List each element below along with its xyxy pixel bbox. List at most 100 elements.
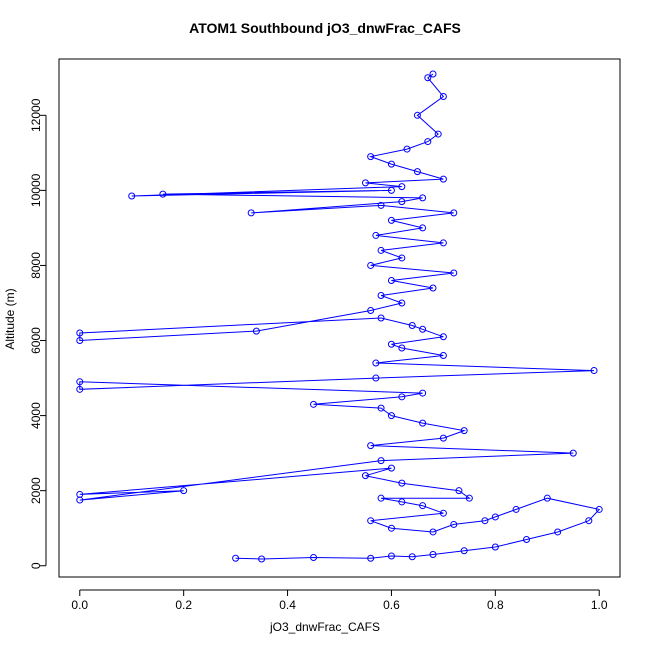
- data-point: [232, 554, 240, 562]
- data-point: [481, 517, 489, 525]
- data-point: [247, 209, 255, 217]
- data-point: [180, 487, 188, 495]
- data-point: [408, 322, 416, 330]
- data-point: [372, 231, 380, 239]
- data-point: [367, 306, 375, 314]
- data-point: [419, 224, 427, 232]
- y-tick-label: 6000: [29, 327, 43, 354]
- data-point: [460, 427, 468, 435]
- data-point: [429, 284, 437, 292]
- data-point: [450, 209, 458, 217]
- data-point: [361, 472, 369, 480]
- x-tick-label: 1.0: [591, 598, 608, 612]
- data-point: [76, 496, 84, 504]
- data-point: [377, 201, 385, 209]
- data-point: [367, 153, 375, 161]
- data-point: [523, 535, 530, 543]
- data-point: [159, 190, 167, 198]
- data-point: [310, 553, 318, 561]
- data-point: [387, 216, 395, 224]
- data-point: [429, 528, 437, 536]
- data-point: [372, 359, 380, 367]
- series-line: [79, 73, 601, 560]
- x-axis-label: jO3_dnwFrac_CAFS: [269, 620, 381, 634]
- data-point: [455, 487, 463, 495]
- data-point: [398, 393, 406, 401]
- data-point: [424, 74, 432, 82]
- data-point: [419, 502, 427, 510]
- data-point: [377, 404, 385, 412]
- data-point: [258, 555, 266, 563]
- data-point: [377, 291, 385, 299]
- data-point: [413, 111, 421, 119]
- data-point: [387, 464, 395, 472]
- data-point: [76, 329, 84, 337]
- data-point: [398, 183, 406, 191]
- chart-title: ATOM1 Southbound jO3_dnwFrac_CAFS: [189, 20, 461, 36]
- data-point: [387, 160, 395, 168]
- data-point: [367, 261, 375, 269]
- data-point: [419, 325, 427, 333]
- data-point: [367, 517, 375, 525]
- data-point: [398, 254, 406, 262]
- data-point: [439, 239, 447, 247]
- data-point: [439, 352, 447, 360]
- data-point: [590, 367, 598, 375]
- data-point: [377, 494, 385, 502]
- data-point: [439, 93, 447, 101]
- data-point: [434, 130, 442, 138]
- y-tick-label: 2000: [29, 477, 43, 504]
- data-point: [387, 412, 395, 420]
- data-point: [403, 145, 411, 153]
- data-point: [439, 333, 447, 341]
- data-point: [377, 314, 385, 322]
- data-point: [398, 498, 406, 506]
- data-point: [252, 327, 260, 335]
- data-point: [310, 400, 318, 408]
- data-point: [424, 138, 432, 146]
- data-point: [387, 340, 395, 348]
- y-tick-label: 0: [29, 562, 43, 569]
- data-point: [419, 389, 427, 397]
- data-point: [439, 175, 447, 183]
- data-point: [377, 457, 385, 465]
- x-tick-label: 0.2: [175, 598, 192, 612]
- data-point: [569, 449, 577, 457]
- data-point: [585, 517, 593, 525]
- data-point: [367, 554, 375, 562]
- data-point: [460, 547, 468, 555]
- data-point: [76, 337, 84, 345]
- data-point: [554, 528, 562, 536]
- data-point: [377, 246, 385, 254]
- data-point: [128, 192, 136, 200]
- data-point: [491, 543, 499, 551]
- data-point: [398, 198, 406, 206]
- data-point: [429, 70, 437, 78]
- y-tick-label: 4000: [29, 402, 43, 429]
- data-point: [372, 374, 380, 382]
- data-point: [408, 553, 416, 561]
- data-point: [543, 494, 551, 502]
- data-point: [595, 505, 603, 513]
- data-point: [361, 179, 369, 187]
- data-point: [76, 385, 84, 393]
- data-point: [450, 520, 458, 528]
- data-point: [419, 419, 427, 427]
- data-point: [398, 299, 406, 307]
- y-tick-label: 12000: [29, 98, 43, 132]
- data-point: [429, 550, 437, 558]
- data-point: [387, 524, 395, 532]
- data-point: [387, 552, 395, 560]
- data-point: [367, 442, 375, 450]
- data-point: [439, 509, 447, 517]
- data-point: [398, 479, 406, 487]
- data-point: [419, 194, 427, 202]
- x-tick-label: 0.6: [383, 598, 400, 612]
- x-tick-label: 0.0: [71, 598, 88, 612]
- data-point: [413, 168, 421, 176]
- data-point: [387, 186, 395, 194]
- y-tick-label: 8000: [29, 252, 43, 279]
- data-point: [76, 378, 84, 386]
